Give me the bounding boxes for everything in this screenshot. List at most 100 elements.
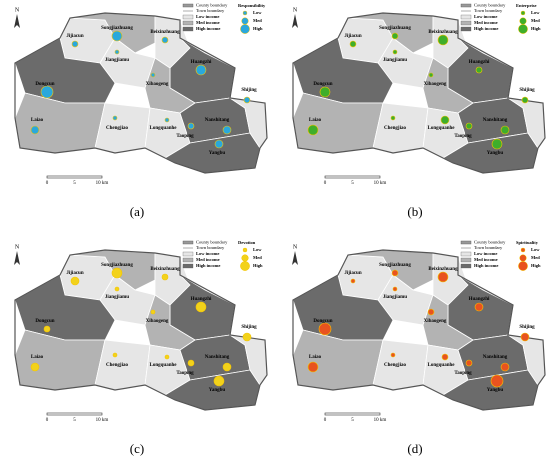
town-name: Xibaogeng (424, 319, 447, 324)
town-bubble (195, 301, 207, 313)
town-bubble (350, 278, 356, 284)
town-bubble (40, 85, 54, 99)
town-bubble (490, 374, 504, 388)
town-bubble (187, 359, 195, 367)
town-name: Laiao (309, 355, 322, 360)
north-arrow (14, 251, 20, 265)
town-name: Beixinzhuang (150, 267, 180, 272)
town-bubble (437, 271, 449, 283)
scale-bar (46, 412, 103, 416)
north-label: N (293, 7, 298, 13)
legend-bubble (520, 247, 526, 253)
legend-county-icon (182, 240, 194, 245)
town-bubble (150, 72, 156, 78)
town-bubble (164, 354, 170, 360)
legend-title: Responsibility (238, 3, 266, 8)
map-panel: N 0 5 10 km Jijiacun Songjiazhuang Beixinzhuan… (14, 240, 268, 423)
legend-level-text: Med (531, 18, 540, 23)
legend-income-box (460, 263, 472, 269)
north-label: N (293, 244, 298, 250)
town-name: Yangbu (487, 151, 504, 156)
town-name: Jijiacun (66, 271, 83, 276)
legend-income-text: Med income (196, 257, 220, 262)
map-panel: N 0 5 10 km Jijiacun Songjiazhuang Beixinzhuan… (292, 3, 546, 186)
legend-county-icon (182, 3, 194, 8)
panel-label: (b) (407, 204, 422, 219)
north-label: N (15, 7, 20, 13)
town-name: Taoping (454, 134, 472, 139)
town-bubble (428, 72, 434, 78)
town-bubble (500, 362, 510, 372)
legend-level-text: High (253, 26, 263, 31)
legend-town-text: Town boundary (474, 8, 503, 13)
north-arrow (292, 14, 298, 28)
town-name: Taoping (176, 371, 194, 376)
town-bubble (392, 286, 398, 292)
town-bubble (111, 267, 123, 279)
legend-town-text: Town boundary (196, 8, 225, 13)
scale-bar (324, 412, 381, 416)
town-bubble (30, 362, 40, 372)
town-bubble (164, 117, 170, 123)
scale-label: 0 (324, 181, 327, 186)
town-bubble (114, 49, 120, 55)
north-arrow (14, 14, 20, 28)
town-bubble (465, 359, 473, 367)
town-name: Shijing (241, 88, 257, 93)
town-bubble (150, 309, 156, 315)
legend-county-text: County boundary (196, 3, 228, 8)
scale-label: 5 (73, 181, 76, 186)
town-name: Nanshitang (205, 355, 230, 360)
town-bubble (70, 276, 80, 286)
town-bubble (475, 66, 483, 74)
legend-income-box (182, 257, 194, 263)
town-bubble (318, 322, 332, 336)
town-name: Beixinzhuang (428, 267, 458, 272)
legend-income-text: Low income (474, 251, 497, 256)
town-name: Chengjiao (384, 126, 406, 131)
scale-bar (46, 175, 103, 179)
legend-income-text: Med income (474, 257, 498, 262)
town-bubble (437, 34, 449, 46)
town-bubble (390, 115, 396, 121)
legend-income-box (182, 14, 194, 20)
legend-town-text: Town boundary (196, 245, 225, 250)
town-name: Jijiacun (344, 34, 361, 39)
town-name: Chengjiao (384, 363, 406, 368)
county-boundary (292, 249, 546, 411)
legend-level-text: Low (253, 10, 262, 15)
town-bubble (474, 302, 484, 312)
town-name: Dongcun (35, 319, 54, 324)
town-name: Laiao (31, 355, 44, 360)
legend-county-text: County boundary (196, 240, 228, 245)
town-name: Taoping (454, 371, 472, 376)
scale-bar (324, 175, 381, 179)
town-bubble (30, 125, 40, 135)
town-bubble (391, 269, 399, 277)
town-name: Beixinzhuang (150, 30, 180, 35)
legend-income-text: Low income (196, 251, 219, 256)
town-name: Jijiacun (344, 271, 361, 276)
town-name: Xibaogeng (146, 82, 169, 87)
north-label: N (15, 244, 20, 250)
legend-county-icon (460, 240, 472, 245)
legend-bubble (518, 261, 528, 271)
legend-income-box (182, 251, 194, 257)
legend-income-text: Med income (196, 20, 220, 25)
town-bubble (391, 32, 399, 40)
town-name: Huangzhi (469, 60, 490, 65)
legend-level-text: High (531, 26, 541, 31)
legend-income-box (182, 26, 194, 32)
legend-income-box (460, 257, 472, 263)
panel-label: (d) (407, 441, 422, 456)
town-name: Chengjiao (106, 363, 128, 368)
town-name: Nanshitang (483, 355, 508, 360)
scale-label: 5 (351, 418, 354, 423)
town-name: Longquanhe (150, 126, 178, 131)
legend-income-box (460, 26, 472, 32)
legend-bubble (520, 10, 526, 16)
town-bubble (319, 86, 331, 98)
legend-level-text: Low (531, 247, 540, 252)
town-bubble (349, 40, 357, 48)
